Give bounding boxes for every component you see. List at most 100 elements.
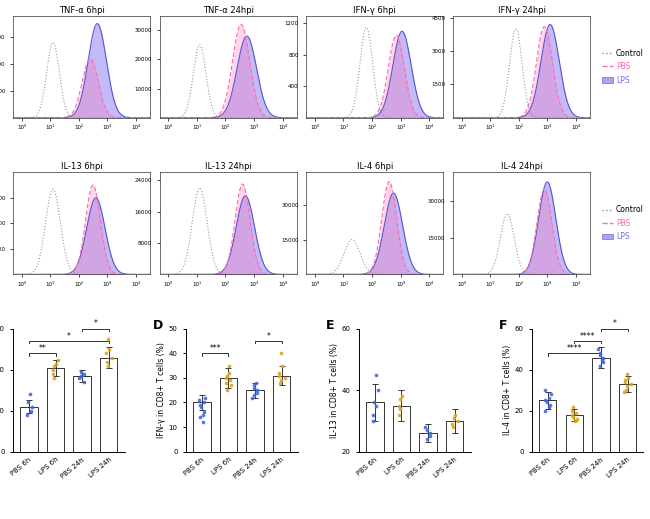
Point [619, 388, 630, 397]
Text: *: * [266, 332, 270, 340]
Title: IL-4 6hpi: IL-4 6hpi [357, 162, 393, 171]
Bar [220, 378, 237, 452]
Point [540, 397, 550, 405]
Point [543, 394, 554, 403]
Point [274, 369, 284, 377]
Point [47, 365, 58, 374]
Point [448, 423, 458, 431]
Point [27, 402, 37, 411]
Bar [446, 421, 463, 513]
Point [395, 395, 405, 404]
Point [546, 390, 556, 399]
Point [249, 381, 259, 389]
Point [367, 417, 378, 425]
Text: D: D [153, 319, 162, 332]
Point [200, 393, 210, 402]
Point [276, 376, 287, 385]
Point [397, 392, 408, 401]
Title: IL-13 24hpi: IL-13 24hpi [205, 162, 252, 171]
Point [221, 374, 231, 382]
Text: ***: *** [209, 344, 221, 353]
Point [247, 393, 257, 402]
Point [224, 362, 234, 370]
Point [572, 415, 582, 423]
Point [626, 380, 636, 388]
Point [280, 374, 290, 382]
Bar [393, 405, 410, 513]
Text: E: E [326, 319, 334, 332]
Title: IFN-γ 24hpi: IFN-γ 24hpi [497, 6, 545, 15]
Point [369, 399, 379, 407]
Point [422, 435, 432, 443]
Point [101, 349, 111, 358]
Text: ****: **** [567, 344, 582, 353]
Point [420, 423, 430, 431]
Point [597, 356, 607, 364]
Point [595, 362, 605, 370]
Point [49, 374, 60, 382]
Text: *: * [67, 332, 71, 340]
Point [367, 411, 378, 419]
Point [25, 406, 36, 415]
Text: ****: **** [580, 332, 595, 340]
Point [79, 370, 90, 378]
Point [76, 367, 86, 376]
Point [25, 390, 35, 399]
Point [593, 345, 603, 353]
Point [251, 379, 261, 387]
Point [545, 400, 556, 408]
Point [198, 399, 209, 407]
Point [222, 386, 232, 394]
Bar [419, 433, 437, 513]
Text: *: * [94, 319, 98, 329]
Text: F: F [499, 319, 507, 332]
Point [447, 420, 457, 428]
Point [540, 386, 551, 394]
Point [595, 351, 605, 360]
Point [273, 372, 283, 380]
Title: IL-4 24hpi: IL-4 24hpi [500, 162, 542, 171]
Point [425, 429, 436, 438]
Point [196, 403, 206, 412]
Point [598, 353, 608, 362]
Point [370, 401, 381, 409]
Y-axis label: IL-4 in CD8+ T cells (%): IL-4 in CD8+ T cells (%) [503, 345, 512, 435]
Point [224, 369, 235, 377]
Point [394, 411, 404, 419]
Point [74, 374, 85, 382]
Point [567, 411, 577, 419]
Text: **: ** [38, 344, 46, 353]
Point [252, 386, 263, 394]
Bar [366, 403, 384, 513]
Point [622, 382, 632, 390]
Point [395, 404, 406, 413]
Title: TNF-α 6hpi: TNF-α 6hpi [58, 6, 105, 15]
Point [222, 372, 233, 380]
Text: *: * [612, 319, 616, 329]
Point [373, 386, 384, 394]
Point [568, 402, 578, 411]
Point [567, 406, 577, 415]
Point [198, 418, 208, 426]
Point [224, 376, 235, 385]
Point [276, 349, 287, 358]
Point [622, 370, 632, 378]
Point [371, 371, 382, 379]
Point [394, 401, 404, 409]
Bar [273, 376, 291, 452]
Point [194, 413, 205, 421]
Point [570, 417, 580, 425]
Point [107, 353, 117, 362]
Bar [193, 403, 211, 452]
Point [220, 379, 231, 387]
Point [79, 378, 89, 386]
Point [226, 381, 236, 389]
Point [53, 356, 63, 364]
Bar [619, 384, 636, 452]
Bar [73, 376, 91, 452]
Point [200, 408, 210, 416]
Point [542, 399, 552, 407]
Bar [20, 406, 38, 452]
Bar [566, 415, 583, 452]
Point [21, 411, 32, 419]
